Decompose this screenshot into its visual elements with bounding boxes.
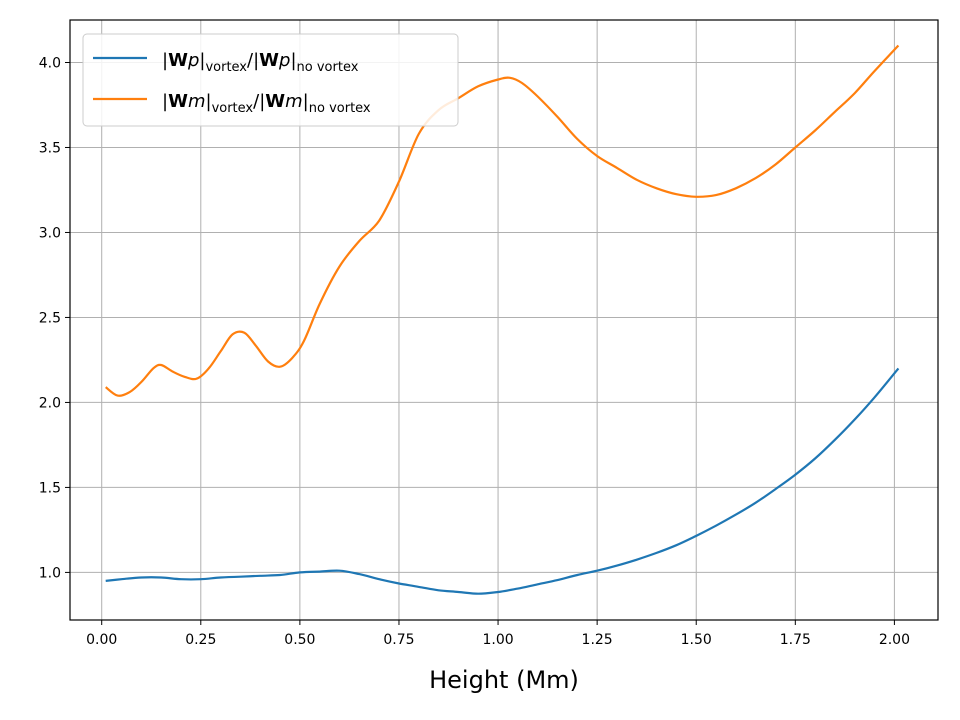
y-tick-label: 2.5 (39, 310, 61, 326)
y-tick-label: 4.0 (39, 55, 61, 71)
grid-lines (70, 20, 938, 620)
x-tick-label: 1.00 (482, 632, 513, 648)
x-tick-label: 0.50 (284, 632, 315, 648)
legend-box (82, 33, 459, 127)
plot-frame (69, 19, 939, 621)
x-tick-label: 1.25 (582, 632, 613, 648)
y-tick-label: 1.0 (39, 565, 61, 581)
x-axis: 0.00 0.25 0.50 0.75 1.00 1.25 1.50 1.75 2.00 (86, 620, 910, 648)
x-tick-label: 2.00 (879, 632, 910, 648)
y-tick-label: 3.5 (39, 140, 61, 156)
x-tick-label: 0.00 (86, 632, 117, 648)
y-axis: 1.0 1.5 2.0 2.5 3.0 3.5 4.0 (39, 55, 70, 581)
y-tick-label: 1.5 (39, 480, 61, 496)
x-tick-label: 1.75 (780, 632, 811, 648)
legend: |Wp|vortex/|Wp|no vortex |Wm|vortex/|Wm|… (82, 33, 459, 127)
series-line-wp (105, 367, 900, 595)
x-axis-label: Height (Mm) (429, 666, 579, 694)
x-tick-label: 0.75 (383, 632, 414, 648)
x-tick-label: 0.25 (185, 632, 216, 648)
y-tick-label: 3.0 (39, 225, 61, 241)
y-tick-label: 2.0 (39, 395, 61, 411)
x-tick-label: 1.50 (681, 632, 712, 648)
